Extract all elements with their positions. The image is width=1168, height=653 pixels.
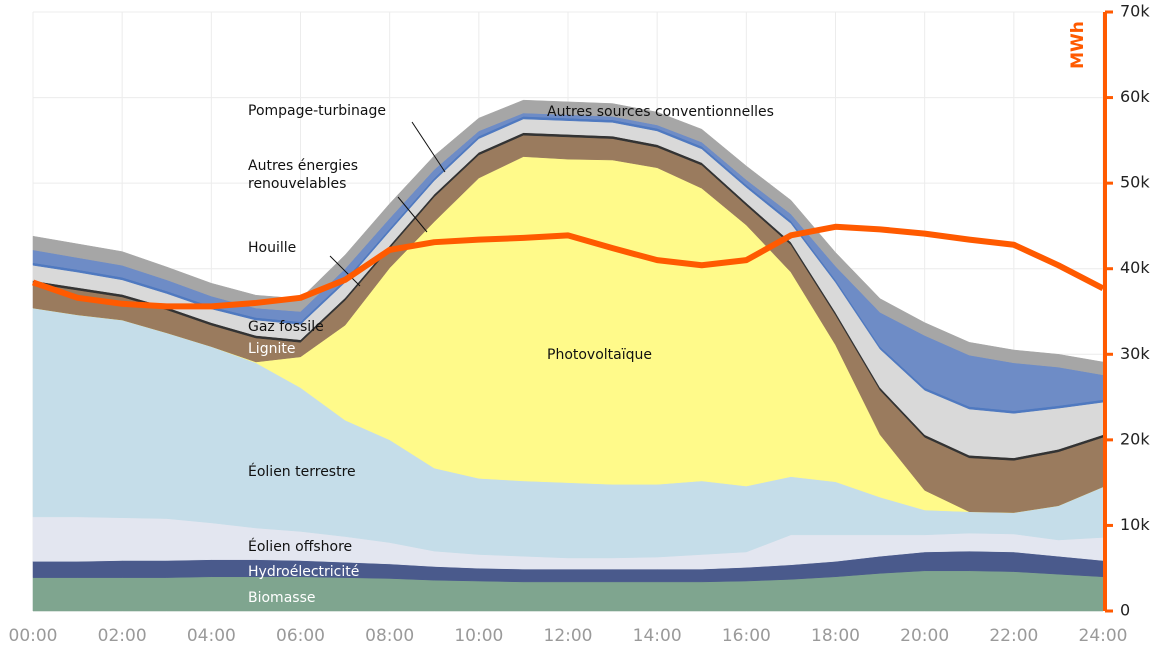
series-label: Houille: [248, 240, 297, 256]
consumption-line: [32, 223, 1105, 310]
series-label: Pompage-turbinage: [248, 103, 387, 119]
x-tick-label: 14:00: [633, 626, 682, 646]
y-tick-label: 30k: [1120, 344, 1150, 363]
series-label: Biomasse: [248, 590, 316, 606]
x-tick-label: 04:00: [187, 626, 236, 646]
y-tick-label: 20k: [1120, 429, 1150, 448]
series-label: Gaz fossile: [248, 319, 324, 335]
leader-line: [397, 196, 428, 233]
x-tick-label: 02:00: [98, 626, 147, 646]
series-label: Autres énergies renouvelables: [248, 158, 359, 192]
x-tick-label: 10:00: [454, 626, 503, 646]
x-tick-label: 00:00: [9, 626, 58, 646]
leader-lines: [329, 121, 446, 287]
y-tick-label: 40k: [1120, 258, 1150, 277]
x-tick-label: 20:00: [900, 626, 949, 646]
y-axis: 0 10k 20k 30k 40k 50k 60k 70k 00:00 02:00 04:00 06:…: [9, 2, 1151, 647]
leader-line: [411, 121, 446, 173]
y-axis-label: MWh: [1068, 21, 1088, 69]
series-label: Lignite: [248, 341, 296, 357]
series-label: Éolien terrestre: [248, 464, 356, 480]
y-tick-label: 60k: [1120, 87, 1150, 106]
areas: [32, 99, 1104, 612]
y-tick-label: 50k: [1120, 173, 1150, 192]
x-tick-label: 12:00: [544, 626, 593, 646]
x-tick-label: 22:00: [989, 626, 1038, 646]
leader-line: [329, 255, 361, 287]
y-tick-label: 10k: [1120, 515, 1150, 534]
lines: [32, 223, 1105, 310]
x-tick-label: 08:00: [365, 626, 414, 646]
y-tick-label: 0: [1120, 601, 1130, 620]
y-tick-label: 70k: [1120, 2, 1150, 21]
x-tick-label: 18:00: [811, 626, 860, 646]
series-label: Hydroélectricité: [248, 564, 360, 580]
x-tick-label: 06:00: [276, 626, 325, 646]
x-tick-label: 24:00: [1079, 626, 1128, 646]
x-tick-label: 16:00: [722, 626, 771, 646]
series-label: Éolien offshore: [248, 539, 353, 555]
series-label: Autres sources conventionnelles: [547, 104, 774, 120]
series-label: Photovoltaïque: [547, 347, 653, 363]
